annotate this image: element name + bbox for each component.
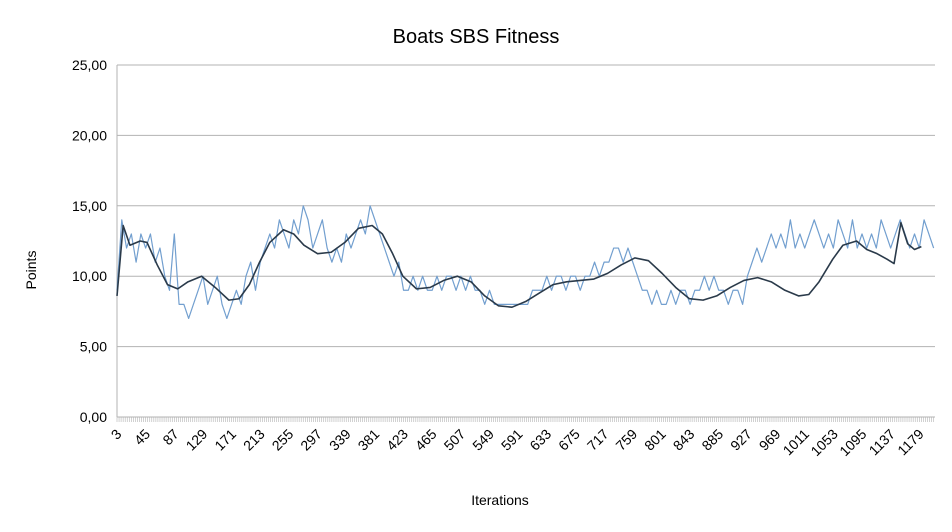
series [116,205,935,320]
x-tick-label: 507 [441,426,469,454]
x-tick-label: 633 [526,426,554,454]
x-tick-label: 1053 [807,426,840,459]
y-tick-label: 0,00 [80,409,107,425]
x-tick-labels: 3 45 87 129 171 213 255 297 339 381 423 465 507 549 59… [108,426,927,459]
y-tick-labels: 0,00 5,00 10,00 15,00 20,00 25,00 [72,57,107,425]
x-tick-label: 381 [355,426,383,454]
grid [117,64,935,418]
x-tick-label: 675 [555,426,583,454]
x-tick-label: 255 [269,426,297,454]
x-tick-label: 87 [159,426,181,448]
x-tick-label: 297 [297,426,325,454]
x-tick-label: 549 [469,426,497,454]
x-tick-label: 969 [756,426,784,454]
x-minor-ticks [116,417,934,422]
x-tick-label: 1137 [866,426,899,459]
y-axis-label: Points [23,251,39,290]
x-tick-label: 843 [670,426,698,454]
x-tick-label: 213 [240,426,268,454]
x-tick-label: 45 [131,426,153,448]
x-tick-label: 339 [326,426,354,454]
x-tick-label: 1179 [894,426,927,459]
y-tick-label: 5,00 [80,339,107,355]
x-tick-label: 927 [727,426,755,454]
x-axis-label: Iterations [471,492,529,508]
chart-title: Boats SBS Fitness [393,26,560,48]
x-tick-label: 171 [211,426,239,454]
x-tick-label: 717 [584,426,612,454]
x-tick-label: 129 [183,426,211,454]
x-tick-label: 1011 [780,426,813,459]
y-tick-label: 25,00 [72,57,107,73]
y-tick-label: 10,00 [72,268,107,284]
x-tick-label: 759 [612,426,640,454]
x-tick-label: 591 [498,426,526,454]
x-tick-label: 1095 [836,426,869,459]
x-tick-label: 3 [108,426,125,443]
x-tick-label: 423 [383,426,411,454]
x-tick-label: 885 [698,426,726,454]
x-tick-label: 465 [412,426,440,454]
x-tick-label: 801 [641,426,669,454]
series-line-trend [116,221,922,308]
axes [116,65,935,422]
y-tick-label: 20,00 [72,127,107,143]
y-tick-label: 15,00 [72,198,107,214]
